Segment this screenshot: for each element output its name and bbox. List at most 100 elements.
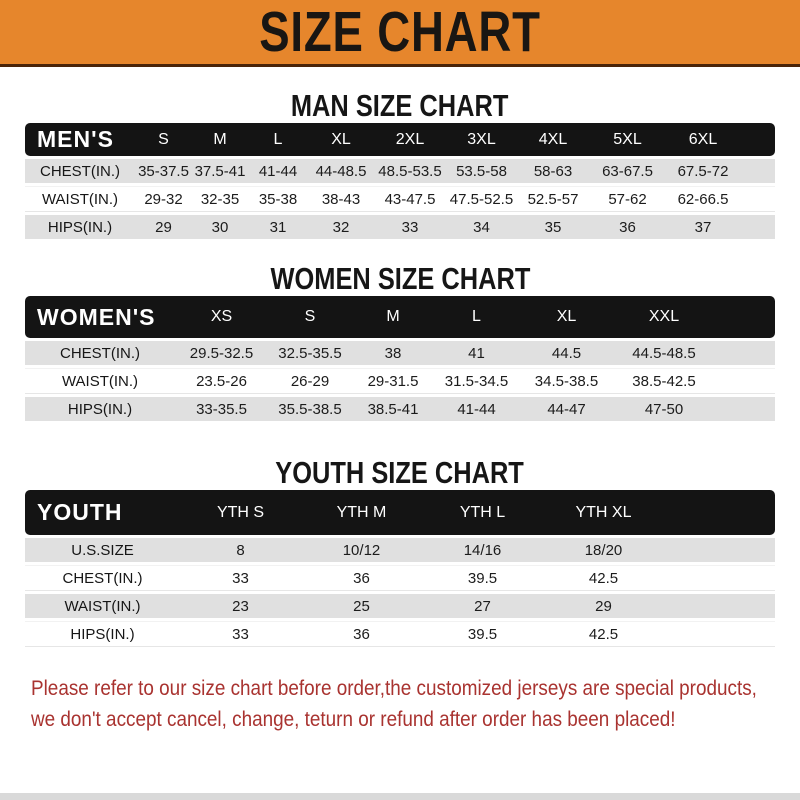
order-notice: Please refer to our size chart before or… (0, 673, 800, 735)
size-cell: 8 (180, 535, 301, 566)
size-cell: 35.5-38.5 (268, 394, 352, 425)
pad-cell (664, 621, 775, 648)
size-cell: 52.5-57 (517, 186, 589, 213)
size-cell: 43-47.5 (374, 186, 446, 213)
size-cell: 38-43 (308, 186, 374, 213)
row-label: HIPS(IN.) (25, 212, 135, 243)
women-group-label: WOMEN'S (25, 296, 175, 339)
size-cell: 41-44 (248, 156, 308, 187)
size-cell: 26-29 (268, 368, 352, 395)
women-header-pad (714, 296, 775, 339)
size-cell: 42.5 (543, 621, 664, 648)
size-cell: 31.5-34.5 (434, 368, 519, 395)
size-cell: 37.5-41 (192, 156, 248, 187)
size-cell: 30 (192, 212, 248, 243)
size-cell: 36 (301, 565, 422, 592)
men-size-header: 3XL (446, 123, 517, 157)
size-cell: 29.5-32.5 (175, 338, 268, 369)
men-size-header: 5XL (589, 123, 666, 157)
size-cell: 41 (434, 338, 519, 369)
women-size-header: XS (175, 296, 268, 339)
order-notice-line1: Please refer to our size chart before or… (31, 677, 757, 701)
size-cell: 47-50 (614, 394, 714, 425)
row-label: HIPS(IN.) (25, 621, 180, 648)
size-cell: 18/20 (543, 535, 664, 566)
size-cell: 36 (589, 212, 666, 243)
men-size-header: 2XL (374, 123, 446, 157)
men-waist-row: WAIST(IN.) 29-32 32-35 35-38 38-43 43-47… (25, 186, 775, 213)
size-cell: 38 (352, 338, 434, 369)
size-cell: 53.5-58 (446, 156, 517, 187)
size-cell: 37 (666, 212, 740, 243)
row-label: WAIST(IN.) (25, 591, 180, 622)
women-hips-row: HIPS(IN.) 33-35.5 35.5-38.5 38.5-41 41-4… (25, 394, 775, 425)
youth-size-header: YTH M (301, 490, 422, 536)
row-label: CHEST(IN.) (25, 565, 180, 592)
women-size-header: M (352, 296, 434, 339)
row-label: CHEST(IN.) (25, 338, 175, 369)
women-size-header: L (434, 296, 519, 339)
youth-chest-row: CHEST(IN.) 33 36 39.5 42.5 (25, 565, 775, 592)
youth-ussize-row: U.S.SIZE 8 10/12 14/16 18/20 (25, 535, 775, 566)
size-cell: 42.5 (543, 565, 664, 592)
size-cell: 29-31.5 (352, 368, 434, 395)
size-cell: 25 (301, 591, 422, 622)
men-chest-row: CHEST(IN.) 35-37.5 37.5-41 41-44 44-48.5… (25, 156, 775, 187)
men-size-header: 4XL (517, 123, 589, 157)
women-size-header: XL (519, 296, 614, 339)
size-cell: 31 (248, 212, 308, 243)
row-label: WAIST(IN.) (25, 186, 135, 213)
youth-size-header: YTH S (180, 490, 301, 536)
youth-section-title: YOUTH SIZE CHART (275, 455, 525, 491)
size-cell: 34 (446, 212, 517, 243)
women-size-header: XXL (614, 296, 714, 339)
youth-size-table: YOUTH YTH S YTH M YTH L YTH XL U.S.SIZE … (25, 490, 775, 648)
youth-header-bar: YOUTH YTH S YTH M YTH L YTH XL (25, 490, 775, 536)
men-size-table: MEN'S S M L XL 2XL 3XL 4XL 5XL 6XL CHEST… (25, 123, 775, 243)
size-cell: 27 (422, 591, 543, 622)
women-section-title: WOMEN SIZE CHART (270, 261, 530, 297)
size-cell: 23 (180, 591, 301, 622)
size-cell: 38.5-42.5 (614, 368, 714, 395)
size-cell: 44.5 (519, 338, 614, 369)
size-cell: 44.5-48.5 (614, 338, 714, 369)
size-cell: 57-62 (589, 186, 666, 213)
size-cell: 33 (180, 565, 301, 592)
men-size-header: 6XL (666, 123, 740, 157)
order-notice-line2: we don't accept cancel, change, teturn o… (31, 708, 676, 732)
row-label: HIPS(IN.) (25, 394, 175, 425)
women-size-header: S (268, 296, 352, 339)
size-cell: 23.5-26 (175, 368, 268, 395)
size-cell: 67.5-72 (666, 156, 740, 187)
size-cell: 14/16 (422, 535, 543, 566)
size-cell: 29 (543, 591, 664, 622)
size-cell: 48.5-53.5 (374, 156, 446, 187)
size-cell: 34.5-38.5 (519, 368, 614, 395)
size-cell: 10/12 (301, 535, 422, 566)
pad-cell (664, 591, 775, 622)
size-cell: 32.5-35.5 (268, 338, 352, 369)
size-cell: 62-66.5 (666, 186, 740, 213)
pad-cell (740, 186, 775, 213)
size-cell: 44-48.5 (308, 156, 374, 187)
size-cell: 33 (180, 621, 301, 648)
row-label: WAIST(IN.) (25, 368, 175, 395)
size-cell: 35-38 (248, 186, 308, 213)
size-cell: 38.5-41 (352, 394, 434, 425)
size-cell: 29-32 (135, 186, 192, 213)
women-header-bar: WOMEN'S XS S M L XL XXL (25, 296, 775, 339)
men-group-label: MEN'S (25, 123, 135, 157)
pad-cell (714, 338, 775, 369)
size-chart-banner: SIZE CHART (0, 0, 800, 67)
men-size-header: XL (308, 123, 374, 157)
size-cell: 44-47 (519, 394, 614, 425)
youth-size-header: YTH XL (543, 490, 664, 536)
men-size-header: S (135, 123, 192, 157)
size-cell: 63-67.5 (589, 156, 666, 187)
youth-hips-row: HIPS(IN.) 33 36 39.5 42.5 (25, 621, 775, 648)
banner-title: SIZE CHART (259, 0, 541, 64)
youth-header-pad (664, 490, 775, 536)
size-cell: 36 (301, 621, 422, 648)
bottom-divider (0, 793, 800, 800)
youth-group-label: YOUTH (25, 490, 180, 536)
